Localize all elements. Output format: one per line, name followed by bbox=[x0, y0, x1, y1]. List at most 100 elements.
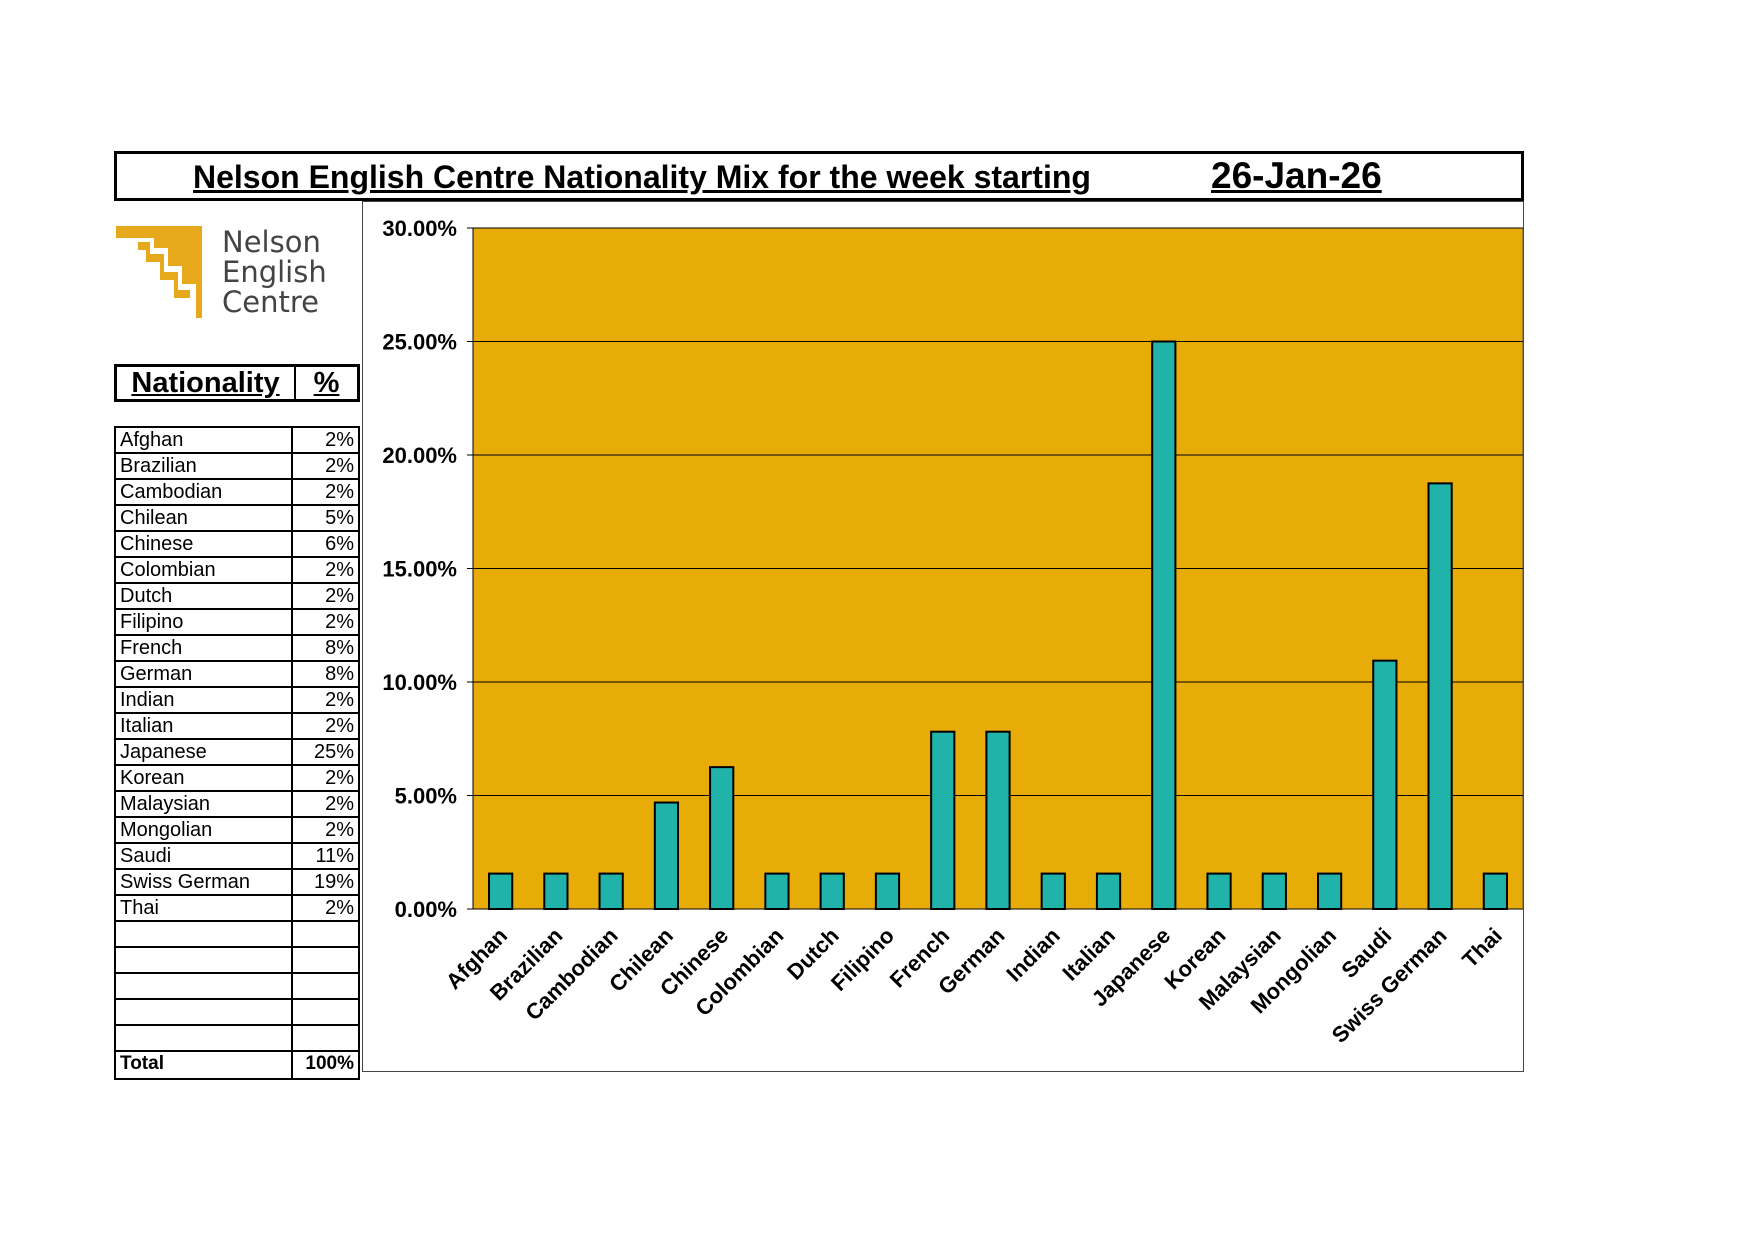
nationality-cell: Korean bbox=[116, 766, 293, 790]
nationality-cell: Dutch bbox=[116, 584, 293, 608]
x-tick-label: Thai bbox=[1457, 923, 1507, 973]
total-value: 100% bbox=[305, 1053, 354, 1074]
table-row: Afghan 2% bbox=[116, 428, 358, 454]
percent-cell bbox=[293, 948, 358, 972]
table-row: Cambodian 2% bbox=[116, 480, 358, 506]
y-tick-label: 10.00% bbox=[382, 670, 457, 695]
nationality-cell bbox=[116, 922, 293, 946]
nationality-cell: Chinese bbox=[116, 532, 293, 556]
bar bbox=[709, 766, 735, 910]
table-row: Saudi 11% bbox=[116, 844, 358, 870]
nationality-cell: Thai bbox=[116, 896, 293, 920]
percent-cell: 11% bbox=[315, 845, 354, 867]
bar bbox=[1316, 872, 1343, 911]
nationality-cell bbox=[116, 974, 293, 998]
nationality-cell: German bbox=[116, 662, 293, 686]
nationality-cell: Japanese bbox=[116, 740, 293, 764]
nationality-cell: Brazilian bbox=[116, 454, 293, 478]
table-row: Chinese 6% bbox=[116, 532, 358, 558]
empty-table-row bbox=[116, 922, 358, 948]
table-row: Filipino 2% bbox=[116, 610, 358, 636]
nationality-cell bbox=[116, 1026, 293, 1050]
total-row: Total 100% bbox=[116, 1052, 358, 1078]
report-title: Nelson English Centre Nationality Mix fo… bbox=[193, 159, 1091, 195]
bar bbox=[1261, 872, 1287, 911]
y-tick-label: 20.00% bbox=[382, 443, 457, 468]
y-tick-label: 0.00% bbox=[395, 897, 457, 922]
week-start-date: 26-Jan-26 bbox=[1211, 155, 1382, 196]
logo-text-line-2: English bbox=[222, 255, 327, 289]
percent-cell bbox=[293, 922, 358, 946]
percent-cell: 2% bbox=[325, 585, 354, 607]
table-row: Chilean 5% bbox=[116, 506, 358, 532]
y-tick-label: 25.00% bbox=[382, 330, 457, 355]
empty-table-row bbox=[116, 974, 358, 1000]
percent-cell: 2% bbox=[325, 715, 354, 737]
bar bbox=[1040, 872, 1066, 911]
percent-column-header: % bbox=[313, 366, 340, 399]
nationality-cell: Colombian bbox=[116, 558, 293, 582]
logo-text-line-1: Nelson bbox=[222, 225, 321, 259]
bar bbox=[930, 730, 956, 911]
nationality-table: Afghan 2% Brazilian 2% Cambodian 2% Chilean 5% C… bbox=[114, 426, 360, 1080]
nationality-cell: Saudi bbox=[116, 844, 293, 868]
bar bbox=[1151, 340, 1177, 910]
nationality-cell: Cambodian bbox=[116, 480, 293, 504]
bar bbox=[1095, 872, 1122, 911]
bar bbox=[543, 872, 569, 911]
nationality-cell: Mongolian bbox=[116, 818, 293, 842]
nationality-cell: Filipino bbox=[116, 610, 293, 634]
nationality-cell: French bbox=[116, 636, 293, 660]
table-row: Swiss German 19% bbox=[116, 870, 358, 896]
percent-cell: 8% bbox=[325, 637, 354, 659]
percent-cell bbox=[293, 974, 358, 998]
table-row: Thai 2% bbox=[116, 896, 358, 922]
table-row: German 8% bbox=[116, 662, 358, 688]
table-row: Indian 2% bbox=[116, 688, 358, 714]
table-row: Italian 2% bbox=[116, 714, 358, 740]
bar bbox=[598, 872, 624, 911]
empty-table-row bbox=[116, 1000, 358, 1026]
nationality-column-header: Nationality bbox=[117, 367, 296, 399]
bar bbox=[1482, 872, 1508, 911]
logo-text-line-3: Centre bbox=[222, 285, 319, 318]
percent-cell: 2% bbox=[325, 819, 354, 841]
percent-cell: 2% bbox=[325, 611, 354, 633]
nationality-cell bbox=[116, 948, 293, 972]
table-row: Mongolian 2% bbox=[116, 818, 358, 844]
percent-cell: 2% bbox=[325, 481, 354, 503]
percent-cell: 2% bbox=[325, 559, 354, 581]
chart-frame: 0.00% 5.00% 10.00% 15.00% 20.00% 25.00% 30.00%… bbox=[362, 201, 1524, 1072]
nationality-cell: Afghan bbox=[116, 428, 293, 452]
nelson-logo: Nelson English Centre bbox=[116, 225, 327, 318]
logo-mark-icon bbox=[116, 226, 202, 318]
bar bbox=[488, 872, 514, 911]
nationality-cell bbox=[116, 1000, 293, 1024]
y-tick-label: 15.00% bbox=[382, 557, 457, 582]
percent-cell: 2% bbox=[325, 455, 354, 477]
table-row: Malaysian 2% bbox=[116, 792, 358, 818]
percent-cell: 2% bbox=[325, 767, 354, 789]
bar bbox=[1427, 482, 1453, 910]
bar bbox=[764, 872, 790, 911]
percent-cell: 2% bbox=[325, 429, 354, 451]
x-tick-label: Indian bbox=[1001, 923, 1064, 986]
y-tick-label: 30.00% bbox=[382, 216, 457, 241]
nationality-table-header: Nationality % bbox=[114, 364, 360, 402]
table-row: Colombian 2% bbox=[116, 558, 358, 584]
percent-cell bbox=[293, 1026, 358, 1050]
nationality-cell: Malaysian bbox=[116, 792, 293, 816]
y-tick-label: 5.00% bbox=[395, 784, 457, 809]
percent-cell: 8% bbox=[325, 663, 354, 685]
percent-cell: 2% bbox=[325, 793, 354, 815]
nationality-cell: Indian bbox=[116, 688, 293, 712]
percent-cell: 19% bbox=[313, 871, 354, 893]
bar bbox=[653, 801, 680, 910]
table-row: Japanese 25% bbox=[116, 740, 358, 766]
percent-cell: 6% bbox=[325, 533, 354, 555]
bar bbox=[1372, 659, 1398, 910]
bar bbox=[1206, 872, 1232, 911]
percent-cell: 2% bbox=[325, 897, 354, 919]
report-header: Nelson English Centre Nationality Mix fo… bbox=[114, 151, 1524, 201]
percent-cell: 5% bbox=[325, 507, 354, 529]
